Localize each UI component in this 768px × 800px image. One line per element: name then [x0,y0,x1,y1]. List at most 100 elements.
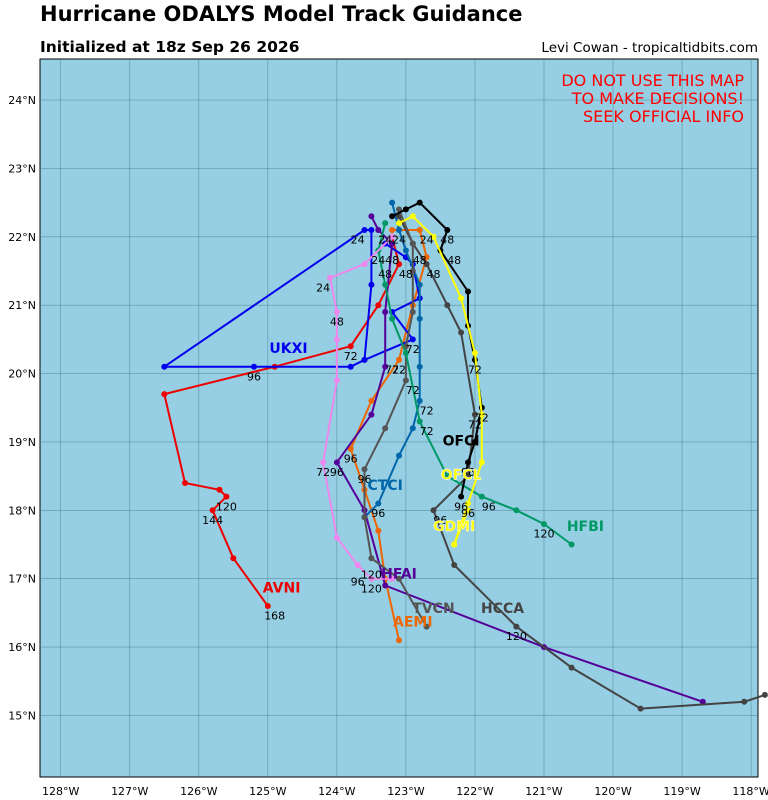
forecast-hour-label: 24 [371,254,385,267]
track-point-ofci [465,288,471,295]
lon-tick-label: 123°W [387,785,424,798]
forecast-hour-label: 96 [351,576,365,589]
track-lines [161,199,768,712]
lon-tick-label: 126°W [180,785,217,798]
track-point-aemi [368,397,375,404]
forecast-hour-label: 48 [427,268,441,281]
track-point-ctci [416,363,423,370]
track-aemi [349,229,428,641]
track-point-hfai [389,240,396,247]
credit: Levi Cowan - tropicaltidbits.com [541,40,758,56]
map-title: Hurricane ODALYS Model Track Guidance [40,2,523,26]
warning-line-1: DO NOT USE THIS MAP [561,71,744,90]
grid-lines [40,59,758,777]
track-point-tabm [354,562,361,568]
track-point-ctci [396,452,402,459]
forecast-hour-label: 72 [316,466,330,479]
track-avni [163,236,400,607]
track-point-hfai [368,213,375,220]
track-point-tvcn [396,575,402,582]
forecast-hour-label: 144 [202,514,223,527]
track-point-tabm [333,336,340,343]
warning-line-3: SEEK OFFICIAL INFO [583,107,744,126]
forecast-hour-label: 96 [433,514,447,527]
forecast-hour-label: 24 [392,234,406,247]
model-label-aemi: AEMI [393,615,433,631]
track-point-ofcl [409,213,416,220]
model-label-gdmi: GDMI [433,519,475,535]
track-point-ukxi [361,227,368,233]
forecast-hour-label: 48 [378,268,392,281]
track-point-hfbi [513,507,520,514]
track-point-ctci [416,315,423,322]
track-point-aemi [396,356,402,363]
model-label-tvcn: TVCN [412,601,454,617]
track-point-hfbi [416,418,423,425]
track-point-avni [264,603,271,609]
track-point-tabm [389,233,396,240]
forecast-hour-label: 72 [420,425,434,438]
track-point-avni [375,302,382,309]
track-point-tabm [327,274,333,281]
track-point-ofcl [465,500,471,507]
track-gdmi [453,509,469,545]
track-point-hcca [423,261,430,268]
track-point-hfai [699,698,706,705]
track-point-avni [396,261,402,268]
track-point-hcca [458,329,465,336]
lat-tick-label: 16°N [8,641,36,654]
track-point-hfai [375,227,382,233]
init-time: Initialized at 18z Sep 26 2026 [40,38,300,56]
track-point-ukxi [347,363,354,370]
model-label-ukxi: UKXI [269,341,307,357]
forecast-hour-label: 48 [447,254,461,267]
track-point-aemi [396,637,402,644]
lon-tick-label: 120°W [594,785,631,798]
track-point-hcca [471,411,478,418]
model-label-ofci: OFCI [443,433,480,449]
model-label-avni: AVNI [263,580,301,596]
model-label-hfbi: HFBI [567,519,604,535]
track-point-hcca [513,623,520,630]
track-point-ofcl [458,295,465,302]
lat-tick-label: 17°N [8,573,36,586]
track-point-aemi [375,527,382,534]
forecast-hour-label: 72 [475,411,489,424]
track-point-ctci [396,227,402,233]
track-tvcn [363,209,428,628]
track-point-hfai [333,459,340,466]
track-point-avni [161,391,168,398]
lat-tick-label: 18°N [8,504,36,517]
track-point-ukxi [368,227,375,233]
track-point-ofcl [396,220,402,227]
forecast-hour-label: 48 [399,268,413,281]
track-point-hfai [368,411,375,418]
track-point-ctci [375,500,382,507]
track-point-tvcn [409,268,416,274]
forecast-hour-label: 48 [440,234,454,247]
lat-tick-label: 24°N [8,94,36,107]
track-point-ukxi [161,363,168,370]
track-point-ofci [471,438,478,445]
track-point-hfbi [382,281,389,288]
track-point-tvcn [409,309,416,315]
forecast-hour-label: 96 [247,370,261,383]
model-label-hfai: HFAI [381,567,417,583]
track-point-tabm [361,261,368,268]
track-point-ctci [402,247,409,254]
model-label-hcca: HCCA [481,601,524,617]
forecast-hour-label: 168 [264,610,285,623]
track-point-ofcl [471,350,478,356]
track-point-gdmi [465,507,471,514]
lat-tick-label: 19°N [8,436,36,449]
track-point-ofci [402,206,409,213]
model-label-ofcl: OFCL [441,468,482,484]
lat-tick-label: 21°N [8,299,36,312]
track-point-hfai [382,582,389,589]
forecast-hour-label: 72 [420,405,434,418]
track-point-hfai [382,363,389,370]
forecast-hour-label: 120 [506,630,527,643]
track-point-hcca [430,507,437,514]
forecast-hour-label: 96 [330,466,344,479]
